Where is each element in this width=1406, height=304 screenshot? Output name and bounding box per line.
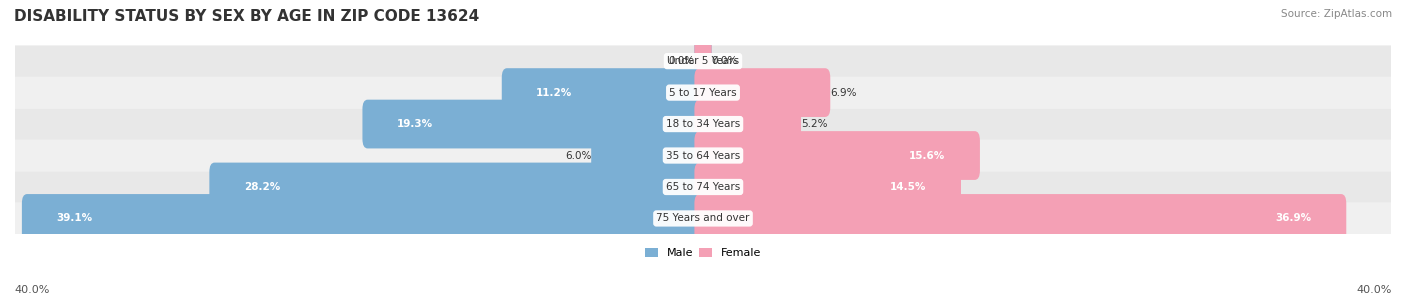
FancyBboxPatch shape <box>22 194 711 243</box>
FancyBboxPatch shape <box>695 163 960 211</box>
FancyBboxPatch shape <box>15 171 1391 203</box>
Text: 15.6%: 15.6% <box>910 150 945 161</box>
Text: 0.0%: 0.0% <box>668 56 695 66</box>
FancyBboxPatch shape <box>695 37 711 85</box>
FancyBboxPatch shape <box>695 37 711 85</box>
Text: Under 5 Years: Under 5 Years <box>666 56 740 66</box>
FancyBboxPatch shape <box>695 68 831 117</box>
FancyBboxPatch shape <box>209 163 711 211</box>
FancyBboxPatch shape <box>695 100 801 148</box>
Text: 5 to 17 Years: 5 to 17 Years <box>669 88 737 98</box>
Text: 35 to 64 Years: 35 to 64 Years <box>666 150 740 161</box>
Text: 14.5%: 14.5% <box>890 182 927 192</box>
FancyBboxPatch shape <box>15 77 1391 108</box>
FancyBboxPatch shape <box>15 203 1391 234</box>
FancyBboxPatch shape <box>15 45 1391 77</box>
FancyBboxPatch shape <box>15 140 1391 171</box>
Text: DISABILITY STATUS BY SEX BY AGE IN ZIP CODE 13624: DISABILITY STATUS BY SEX BY AGE IN ZIP C… <box>14 9 479 24</box>
Text: 0.0%: 0.0% <box>711 56 738 66</box>
Text: 18 to 34 Years: 18 to 34 Years <box>666 119 740 129</box>
Text: Source: ZipAtlas.com: Source: ZipAtlas.com <box>1281 9 1392 19</box>
Legend: Male, Female: Male, Female <box>640 244 766 263</box>
Text: 40.0%: 40.0% <box>14 285 49 295</box>
Text: 75 Years and over: 75 Years and over <box>657 213 749 223</box>
FancyBboxPatch shape <box>363 100 711 148</box>
Text: 19.3%: 19.3% <box>396 119 433 129</box>
FancyBboxPatch shape <box>695 194 1347 243</box>
FancyBboxPatch shape <box>502 68 711 117</box>
Text: 65 to 74 Years: 65 to 74 Years <box>666 182 740 192</box>
Text: 39.1%: 39.1% <box>56 213 93 223</box>
Text: 6.0%: 6.0% <box>565 150 591 161</box>
Text: 40.0%: 40.0% <box>1357 285 1392 295</box>
Text: 11.2%: 11.2% <box>536 88 572 98</box>
FancyBboxPatch shape <box>695 131 980 180</box>
Text: 36.9%: 36.9% <box>1275 213 1312 223</box>
FancyBboxPatch shape <box>591 131 711 180</box>
Text: 28.2%: 28.2% <box>243 182 280 192</box>
Text: 6.9%: 6.9% <box>831 88 856 98</box>
Text: 5.2%: 5.2% <box>801 119 828 129</box>
FancyBboxPatch shape <box>15 108 1391 140</box>
